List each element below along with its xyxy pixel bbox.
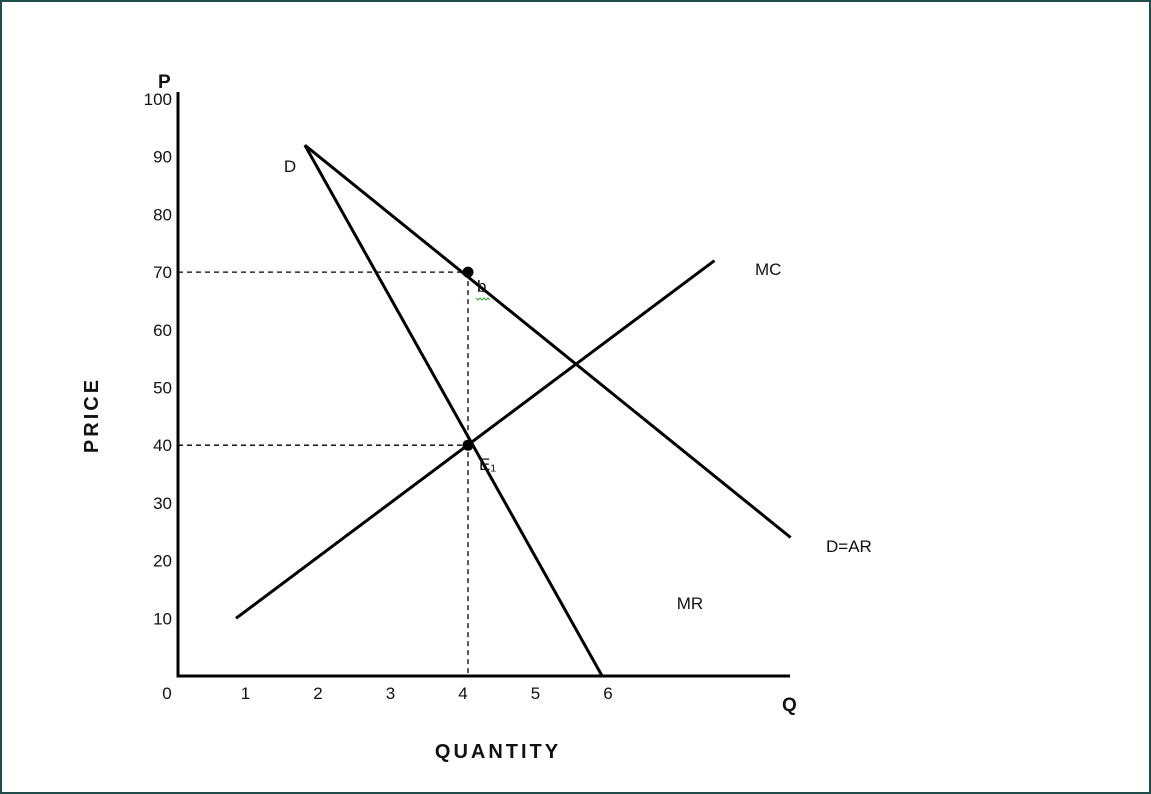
y-tick-label: 90 [153, 148, 172, 167]
mr-curve [303, 144, 604, 677]
spellcheck-squiggle [475, 297, 491, 301]
demand-start-label: D [284, 157, 296, 176]
y-tick-label: 70 [153, 263, 172, 282]
x-axis-title: QUANTITY [435, 741, 561, 763]
mc-curve [235, 259, 716, 620]
y-tick-label: 50 [153, 379, 172, 398]
demand-curve-label: D=AR [826, 537, 872, 556]
x-tick-label: 2 [313, 684, 322, 703]
y-tick-label: 40 [153, 436, 172, 455]
point-b-marker [462, 266, 474, 278]
y-tick-label: 10 [153, 609, 172, 628]
d-ar-curve [303, 143, 792, 539]
origin-label: 0 [162, 684, 171, 703]
y-axis-title: PRICE [81, 377, 103, 453]
y-tick-label: 20 [153, 552, 172, 571]
x-tick-label: 1 [241, 684, 250, 703]
y-tick-label: 100 [144, 90, 172, 109]
y-tick-label: 30 [153, 494, 172, 513]
x-tick-label: 3 [386, 684, 395, 703]
point-e1-label: E₁ [479, 455, 496, 474]
x-tick-label: 6 [603, 684, 612, 703]
y-tick-label: 80 [153, 205, 172, 224]
x-axis-end-label: Q [782, 695, 797, 716]
point-b-label: b [477, 277, 486, 296]
y-axis-end-label: P [158, 72, 171, 93]
y-tick-label: 60 [153, 321, 172, 340]
mc-curve-label: MC [755, 260, 781, 279]
x-tick-label: 4 [458, 684, 467, 703]
mr-curve-label: MR [677, 594, 703, 613]
point-e1-marker [462, 439, 474, 451]
x-tick-label: 5 [531, 684, 540, 703]
